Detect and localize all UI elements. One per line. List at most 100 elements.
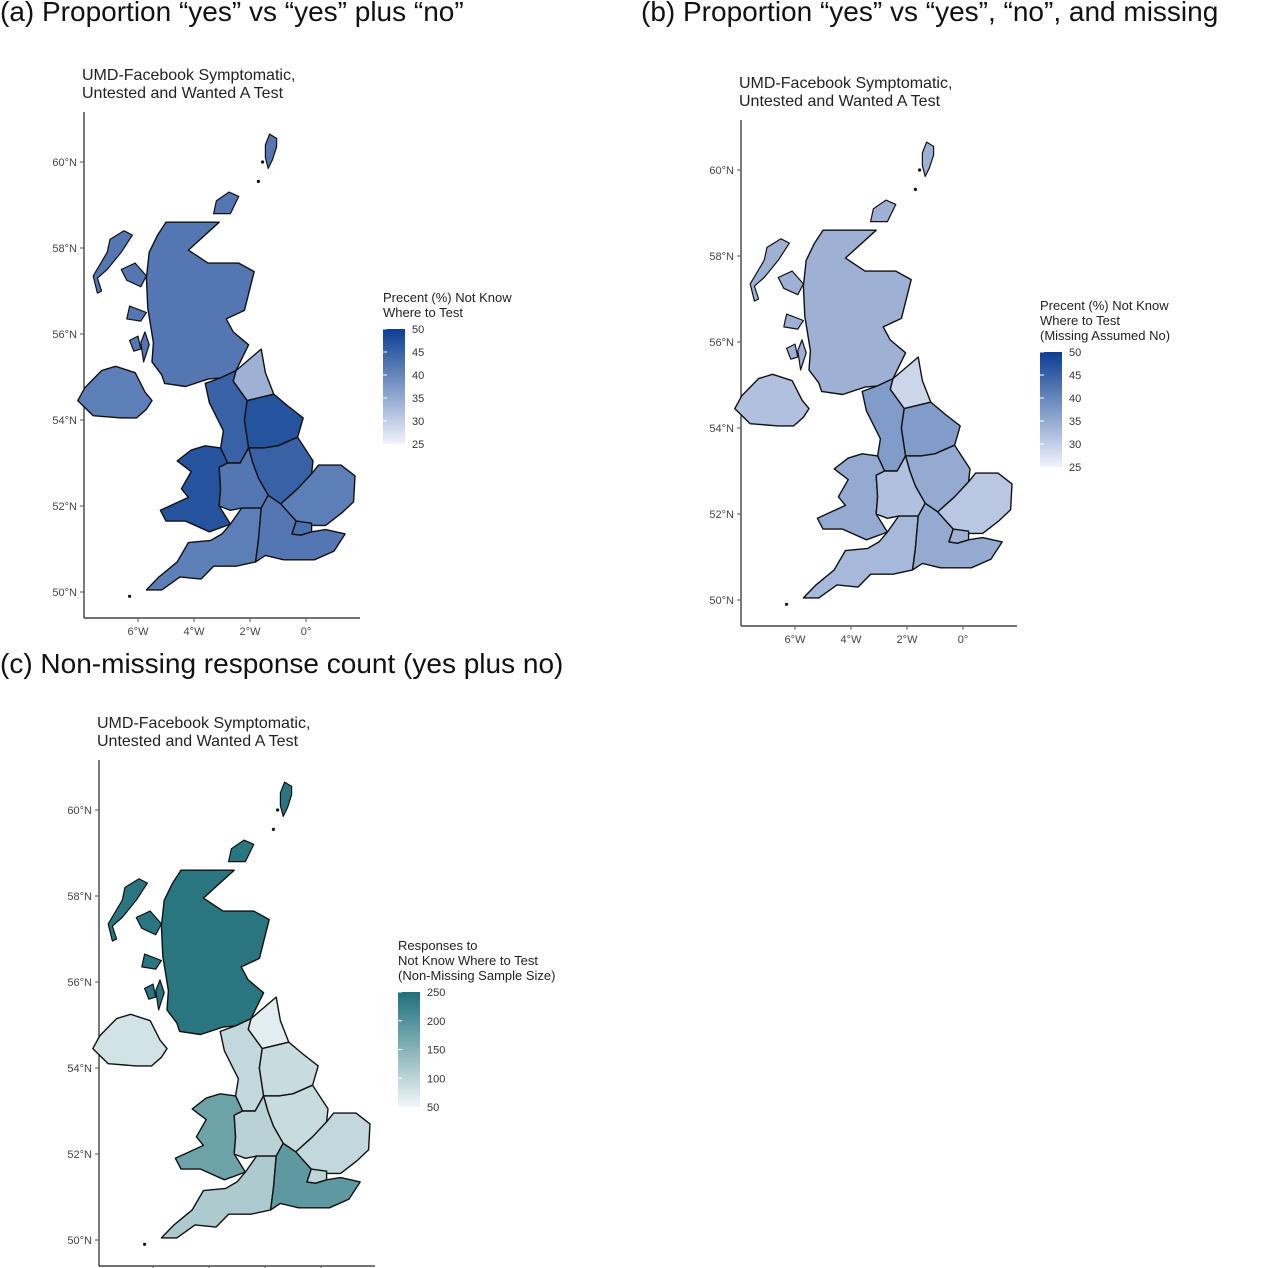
region-northern-ireland: [77, 365, 153, 419]
islet-dot: [271, 827, 275, 831]
x-tick-label: 0°: [301, 626, 312, 638]
legend-tick-label: 50: [1069, 347, 1081, 359]
y-tick-label: 52°N: [709, 509, 734, 521]
x-tick-label: 6°W: [785, 634, 807, 646]
region-northern-ireland: [92, 1013, 168, 1067]
island-shape: [264, 133, 278, 169]
island-shape: [141, 953, 162, 970]
map-title-line: Untested and Wanted A Test: [82, 85, 284, 102]
island-shape: [155, 979, 165, 1011]
map-title-line: Untested and Wanted A Test: [739, 93, 941, 110]
islet-dot: [913, 187, 917, 191]
island-shape: [279, 781, 293, 817]
x-tick-label: 2°W: [240, 626, 262, 638]
x-tick-label: 6°W: [128, 626, 150, 638]
region-scotland: [160, 869, 270, 1036]
legend-colorbar: [1040, 352, 1062, 467]
y-tick-label: 56°N: [67, 977, 92, 989]
panel-a-heading: (a) Proportion “yes” vs “yes” plus “no”: [0, 0, 464, 27]
legend-tick-label: 30: [412, 416, 424, 428]
legend-title-line: Where to Test: [383, 305, 463, 320]
islet-dot: [261, 160, 265, 164]
uk-regions: [92, 781, 371, 1246]
island-shape: [144, 983, 157, 1000]
island-shape: [786, 343, 799, 360]
x-tick-label: 0°: [958, 634, 969, 646]
island-shape: [107, 878, 148, 942]
legend-colorbar: [398, 992, 420, 1107]
y-tick-label: 56°N: [52, 329, 77, 341]
y-tick-label: 58°N: [52, 243, 77, 255]
legend-tick-label: 150: [427, 1045, 445, 1057]
map-title-line: Untested and Wanted A Test: [97, 733, 299, 750]
y-tick-label: 60°N: [67, 805, 92, 817]
y-tick-label: 54°N: [52, 415, 77, 427]
legend-tick-label: 40: [1069, 393, 1081, 405]
legend-tick-label: 35: [412, 393, 424, 405]
map-chart-a: UMD-Facebook Symptomatic,Untested and Wa…: [52, 67, 512, 638]
map-title-line: UMD-Facebook Symptomatic,: [739, 75, 952, 92]
island-shape: [213, 191, 240, 215]
island-shape: [783, 313, 804, 330]
islet-dot: [918, 168, 922, 172]
islet-dot: [785, 602, 789, 606]
map-chart-c: UMD-Facebook Symptomatic,Untested and Wa…: [67, 715, 556, 1268]
map-chart-b: UMD-Facebook Symptomatic,Untested and Wa…: [709, 75, 1170, 646]
island-shape: [228, 839, 255, 863]
legend-tick-label: 200: [427, 1016, 445, 1028]
y-tick-label: 52°N: [67, 1149, 92, 1161]
region-scotland: [145, 221, 255, 388]
legend-title-line: (Missing Assumed No): [1040, 328, 1170, 343]
y-tick-label: 56°N: [709, 337, 734, 349]
legend-title-line: Precent (%) Not Know: [383, 290, 512, 305]
y-tick-label: 52°N: [52, 501, 77, 513]
legend-title-line: (Non-Missing Sample Size): [398, 968, 556, 983]
region-scotland: [802, 229, 912, 396]
island-shape: [92, 230, 133, 294]
map-panel-c: UMD-Facebook Symptomatic, Untested and Wa…: [15, 648, 635, 1268]
island-shape: [140, 331, 150, 363]
panel-b-heading: (b) Proportion “yes” vs “yes”, “no”, and…: [641, 0, 1219, 27]
legend-colorbar: [383, 329, 405, 444]
islet-dot: [276, 808, 280, 812]
x-tick-label: 4°W: [184, 626, 206, 638]
legend-tick-label: 40: [412, 370, 424, 382]
region-london: [948, 528, 970, 544]
legend-tick-label: 50: [427, 1102, 439, 1114]
islet-dot: [143, 1242, 147, 1246]
islet-dot: [256, 179, 260, 183]
y-tick-label: 58°N: [709, 251, 734, 263]
uk-regions: [734, 141, 1013, 606]
legend-title-line: Not Know Where to Test: [398, 953, 538, 968]
y-tick-label: 50°N: [709, 595, 734, 607]
legend-tick-label: 45: [412, 347, 424, 359]
y-tick-label: 58°N: [67, 891, 92, 903]
island-shape: [797, 339, 807, 371]
legend-tick-label: 25: [412, 439, 424, 451]
legend-tick-label: 250: [427, 987, 445, 999]
legend-tick-label: 30: [1069, 439, 1081, 451]
map-panel-a: UMD-Facebook Symptomatic, Untested and Wa…: [0, 0, 620, 638]
legend-tick-label: 45: [1069, 370, 1081, 382]
island-shape: [126, 305, 147, 322]
legend-tick-label: 25: [1069, 462, 1081, 474]
y-tick-label: 50°N: [67, 1235, 92, 1247]
legend-title-line: Where to Test: [1040, 313, 1120, 328]
island-shape: [135, 910, 162, 936]
region-south-east: [254, 494, 346, 563]
region-london: [306, 1168, 328, 1184]
legend-title-line: Precent (%) Not Know: [1040, 298, 1169, 313]
map-panel-b: UMD-Facebook Symptomatic, Untested and Wa…: [657, 8, 1277, 646]
island-shape: [921, 141, 935, 177]
legend-tick-label: 100: [427, 1073, 445, 1085]
region-london: [291, 520, 313, 536]
map-title-line: UMD-Facebook Symptomatic,: [82, 67, 295, 84]
uk-regions: [77, 133, 356, 598]
x-tick-label: 4°W: [841, 634, 863, 646]
island-shape: [777, 270, 804, 296]
map-title-line: UMD-Facebook Symptomatic,: [97, 715, 310, 732]
y-tick-label: 60°N: [52, 157, 77, 169]
islet-dot: [128, 594, 132, 598]
y-tick-label: 54°N: [67, 1063, 92, 1075]
legend-title-line: Responses to: [398, 938, 478, 953]
